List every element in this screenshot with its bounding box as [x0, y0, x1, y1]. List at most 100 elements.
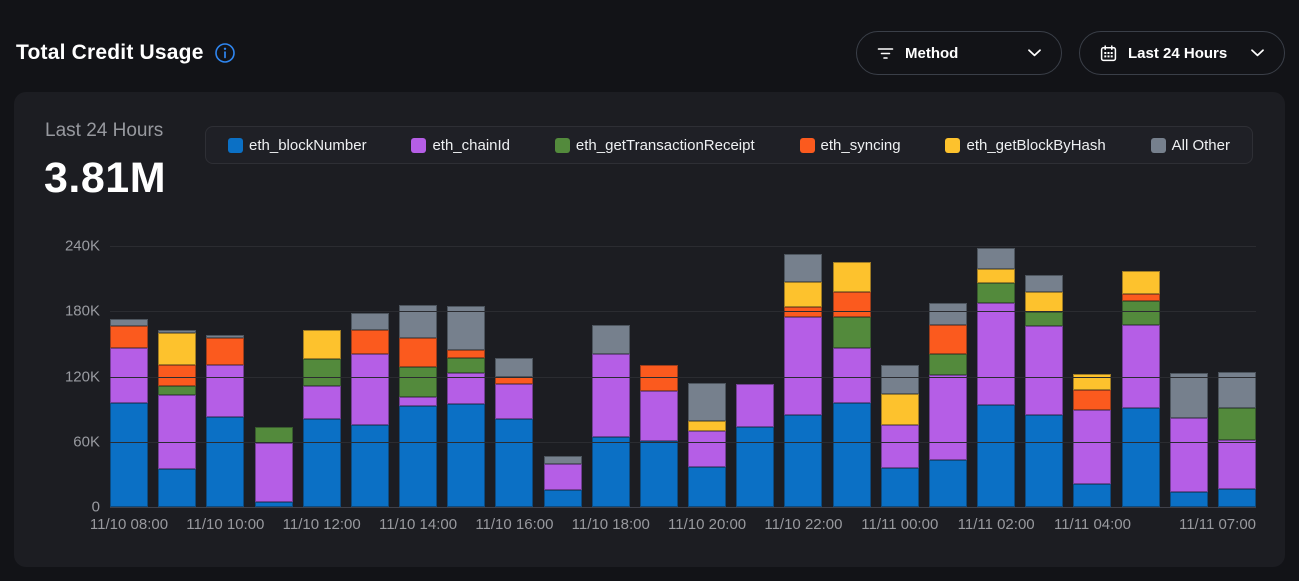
bar-segment[interactable] — [302, 359, 341, 387]
bar-segment[interactable] — [1121, 271, 1160, 294]
bar-segment[interactable] — [977, 283, 1016, 303]
bar-segment[interactable] — [1121, 301, 1160, 326]
bar-segment[interactable] — [1121, 325, 1160, 409]
bar-segment[interactable] — [1217, 439, 1256, 489]
info-icon[interactable] — [214, 42, 236, 64]
legend-item[interactable]: eth_blockNumber — [228, 137, 367, 154]
bar-segment[interactable] — [110, 348, 148, 403]
bar-segment[interactable] — [832, 316, 871, 349]
bar-segment[interactable] — [1073, 484, 1112, 507]
bar-segment[interactable] — [1025, 326, 1064, 415]
stacked-bar[interactable] — [495, 246, 534, 507]
bar-segment[interactable] — [977, 248, 1016, 269]
bar-segment[interactable] — [254, 442, 293, 502]
bar-segment[interactable] — [447, 373, 486, 404]
stacked-bar[interactable] — [302, 246, 341, 507]
bar-segment[interactable] — [447, 350, 486, 359]
bar-segment[interactable] — [447, 305, 486, 351]
bar-segment[interactable] — [928, 353, 967, 376]
bar-segment[interactable] — [158, 329, 197, 334]
bar-segment[interactable] — [254, 501, 293, 507]
bar-segment[interactable] — [399, 304, 438, 339]
bar-segment[interactable] — [928, 302, 967, 326]
legend-item[interactable]: eth_chainId — [411, 137, 510, 154]
bar-segment[interactable] — [688, 421, 727, 431]
bar-segment[interactable] — [399, 405, 438, 507]
bar-segment[interactable] — [302, 418, 341, 507]
date-range-button[interactable]: Last 24 Hours — [1079, 31, 1285, 75]
bar-segment[interactable] — [350, 313, 389, 330]
bar-segment[interactable] — [832, 402, 871, 507]
bar-segment[interactable] — [206, 335, 245, 339]
bar-segment[interactable] — [158, 395, 197, 469]
stacked-bar[interactable] — [688, 246, 727, 507]
bar-segment[interactable] — [639, 364, 678, 391]
stacked-bar[interactable] — [832, 246, 871, 507]
bar-segment[interactable] — [543, 455, 582, 464]
method-filter-button[interactable]: Method — [856, 31, 1062, 75]
bar-segment[interactable] — [832, 262, 871, 292]
bar-segment[interactable] — [784, 414, 823, 507]
bar-segment[interactable] — [399, 397, 438, 406]
bar-segment[interactable] — [158, 468, 197, 507]
bar-segment[interactable] — [1169, 417, 1208, 492]
bar-segment[interactable] — [1073, 389, 1112, 411]
bar-segment[interactable] — [206, 364, 245, 417]
bar-segment[interactable] — [880, 364, 919, 394]
bar-segment[interactable] — [350, 425, 389, 507]
bar-segment[interactable] — [350, 329, 389, 354]
bar-segment[interactable] — [1121, 408, 1160, 507]
bar-segment[interactable] — [591, 325, 630, 354]
bar-segment[interactable] — [639, 390, 678, 441]
bar-segment[interactable] — [495, 418, 534, 507]
stacked-bar[interactable] — [928, 246, 967, 507]
bar-segment[interactable] — [1073, 410, 1112, 485]
bar-segment[interactable] — [447, 403, 486, 507]
bar-segment[interactable] — [1025, 275, 1064, 292]
bar-segment[interactable] — [880, 467, 919, 507]
bar-segment[interactable] — [543, 489, 582, 507]
bar-segment[interactable] — [447, 358, 486, 374]
bar-segment[interactable] — [543, 463, 582, 490]
bar-segment[interactable] — [206, 338, 245, 365]
stacked-bar[interactable] — [639, 246, 678, 507]
bar-segment[interactable] — [591, 353, 630, 438]
stacked-bar[interactable] — [784, 246, 823, 507]
bar-segment[interactable] — [1025, 414, 1064, 507]
bar-segment[interactable] — [110, 318, 148, 327]
stacked-bar[interactable] — [254, 246, 293, 507]
bar-segment[interactable] — [495, 358, 534, 377]
stacked-bar[interactable] — [447, 246, 486, 507]
bar-segment[interactable] — [977, 302, 1016, 405]
bar-segment[interactable] — [880, 393, 919, 426]
bar-segment[interactable] — [736, 426, 775, 507]
bar-segment[interactable] — [302, 386, 341, 419]
bar-segment[interactable] — [736, 384, 775, 427]
legend-item[interactable]: eth_getTransactionReceipt — [554, 137, 755, 154]
stacked-bar[interactable] — [110, 246, 148, 507]
bar-segment[interactable] — [1121, 293, 1160, 302]
bar-segment[interactable] — [784, 316, 823, 415]
bar-segment[interactable] — [158, 333, 197, 365]
bar-segment[interactable] — [688, 430, 727, 467]
bar-segment[interactable] — [1025, 312, 1064, 327]
bar-segment[interactable] — [928, 460, 967, 507]
bar-segment[interactable] — [495, 384, 534, 419]
stacked-bar[interactable] — [158, 246, 197, 507]
bar-segment[interactable] — [495, 376, 534, 385]
bar-segment[interactable] — [302, 329, 341, 360]
bar-segment[interactable] — [399, 338, 438, 367]
stacked-bar[interactable] — [880, 246, 919, 507]
bar-segment[interactable] — [158, 364, 197, 387]
bar-segment[interactable] — [784, 281, 823, 307]
bar-segment[interactable] — [1217, 408, 1256, 440]
bar-segment[interactable] — [158, 386, 197, 395]
bar-segment[interactable] — [1169, 491, 1208, 507]
stacked-bar[interactable] — [977, 246, 1016, 507]
stacked-bar[interactable] — [1073, 246, 1112, 507]
bar-segment[interactable] — [688, 466, 727, 507]
bar-segment[interactable] — [977, 268, 1016, 283]
bar-segment[interactable] — [784, 253, 823, 282]
bar-segment[interactable] — [399, 366, 438, 398]
stacked-bar[interactable] — [399, 246, 438, 507]
